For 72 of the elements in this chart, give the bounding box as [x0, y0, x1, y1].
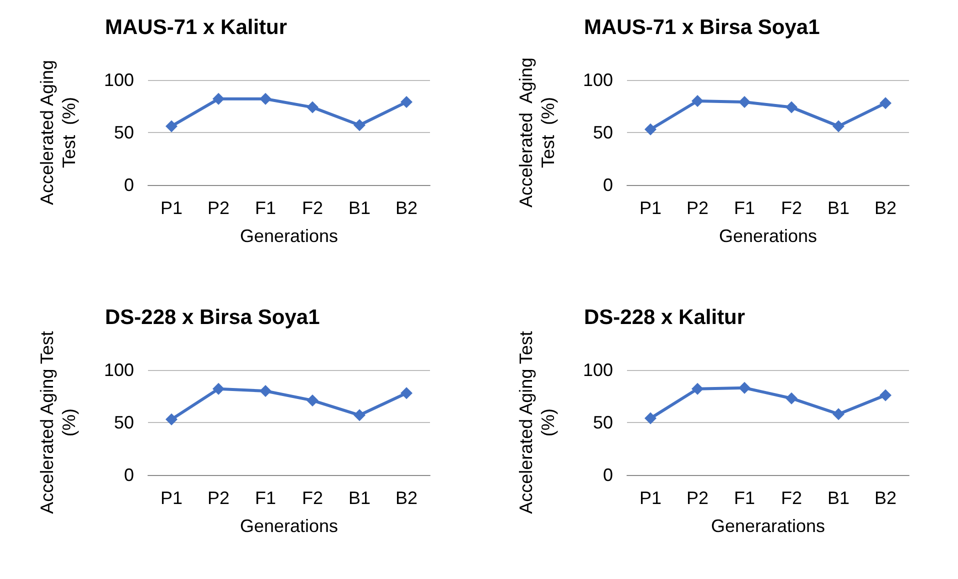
- point: [644, 123, 656, 136]
- chart-title: DS-228 x Kalitur: [584, 306, 746, 328]
- x-tick-label: B1: [348, 488, 371, 508]
- point: [692, 95, 704, 107]
- point: [880, 388, 892, 401]
- x-tick-label: P1: [639, 488, 662, 508]
- x-tick-label: F2: [780, 198, 802, 218]
- y-tick-label: 50: [592, 412, 613, 432]
- x-axis-title: Generations: [240, 516, 338, 536]
- x-tick-label: P2: [207, 488, 230, 508]
- x-tick-label: F2: [780, 488, 802, 508]
- x-tick-label: P2: [207, 198, 230, 218]
- x-tick-label: P1: [160, 198, 183, 218]
- y-tick-label: 50: [114, 412, 134, 432]
- y-tick-label: 100: [582, 70, 613, 90]
- point: [354, 119, 366, 132]
- y-tick-label: 0: [124, 175, 134, 195]
- point: [166, 120, 178, 132]
- x-tick-label: B2: [395, 488, 418, 508]
- point: [738, 381, 750, 394]
- point: [212, 92, 224, 105]
- y-axis-title: Accelerated Aging Test (%): [37, 330, 79, 514]
- point: [306, 394, 318, 406]
- point: [786, 101, 798, 114]
- point: [738, 96, 750, 108]
- y-tick-label: 0: [124, 464, 134, 484]
- x-tick-label: P1: [639, 198, 662, 218]
- y-tick-label: 0: [602, 464, 613, 484]
- y-tick-label: 100: [104, 70, 134, 90]
- point: [786, 392, 798, 404]
- y-axis-title: Accelerated Aging Test (%): [516, 330, 558, 514]
- x-tick-label: F2: [302, 488, 324, 508]
- point: [832, 120, 844, 132]
- point: [832, 408, 844, 420]
- x-tick-label: P1: [160, 488, 183, 508]
- x-tick-label: B2: [874, 198, 897, 218]
- y-tick-label: 0: [602, 175, 613, 195]
- y-axis-title: Accelerated Aging Test (%): [516, 57, 558, 208]
- x-tick-label: B1: [348, 198, 371, 218]
- point: [880, 97, 892, 110]
- x-tick-label: F1: [734, 488, 756, 508]
- point: [692, 382, 704, 394]
- x-tick-label: F1: [734, 198, 756, 218]
- point: [400, 96, 412, 108]
- y-tick-label: 100: [104, 360, 134, 380]
- x-tick-label: F1: [254, 488, 276, 508]
- x-axis-title: Generations: [240, 226, 338, 246]
- chart-title: MAUS-71 x Birsa Soya1: [584, 16, 820, 39]
- point: [166, 412, 178, 425]
- x-axis-title: Generations: [718, 226, 818, 246]
- point: [212, 382, 224, 394]
- point: [306, 101, 318, 114]
- point: [644, 412, 656, 424]
- chart-title: DS-228 x Birsa Soya1: [105, 306, 320, 328]
- chart-title: MAUS-71 x Kalitur: [105, 16, 288, 39]
- y-tick-label: 50: [592, 122, 613, 142]
- x-tick-label: P2: [686, 198, 709, 218]
- x-tick-label: B2: [874, 488, 897, 508]
- point: [260, 92, 272, 105]
- y-tick-label: 100: [582, 360, 613, 380]
- x-tick-label: B1: [827, 488, 850, 508]
- point: [354, 408, 366, 421]
- point: [260, 384, 272, 396]
- x-tick-label: F1: [254, 198, 276, 218]
- x-tick-label: B2: [395, 198, 418, 218]
- x-tick-label: P2: [686, 488, 709, 508]
- y-tick-label: 50: [114, 122, 134, 142]
- y-axis-title: Accelerated Aging Test (%): [37, 60, 79, 206]
- x-tick-label: B1: [827, 198, 850, 218]
- point: [400, 386, 412, 399]
- x-tick-label: F2: [302, 198, 324, 218]
- x-axis-title: Generarations: [710, 516, 826, 536]
